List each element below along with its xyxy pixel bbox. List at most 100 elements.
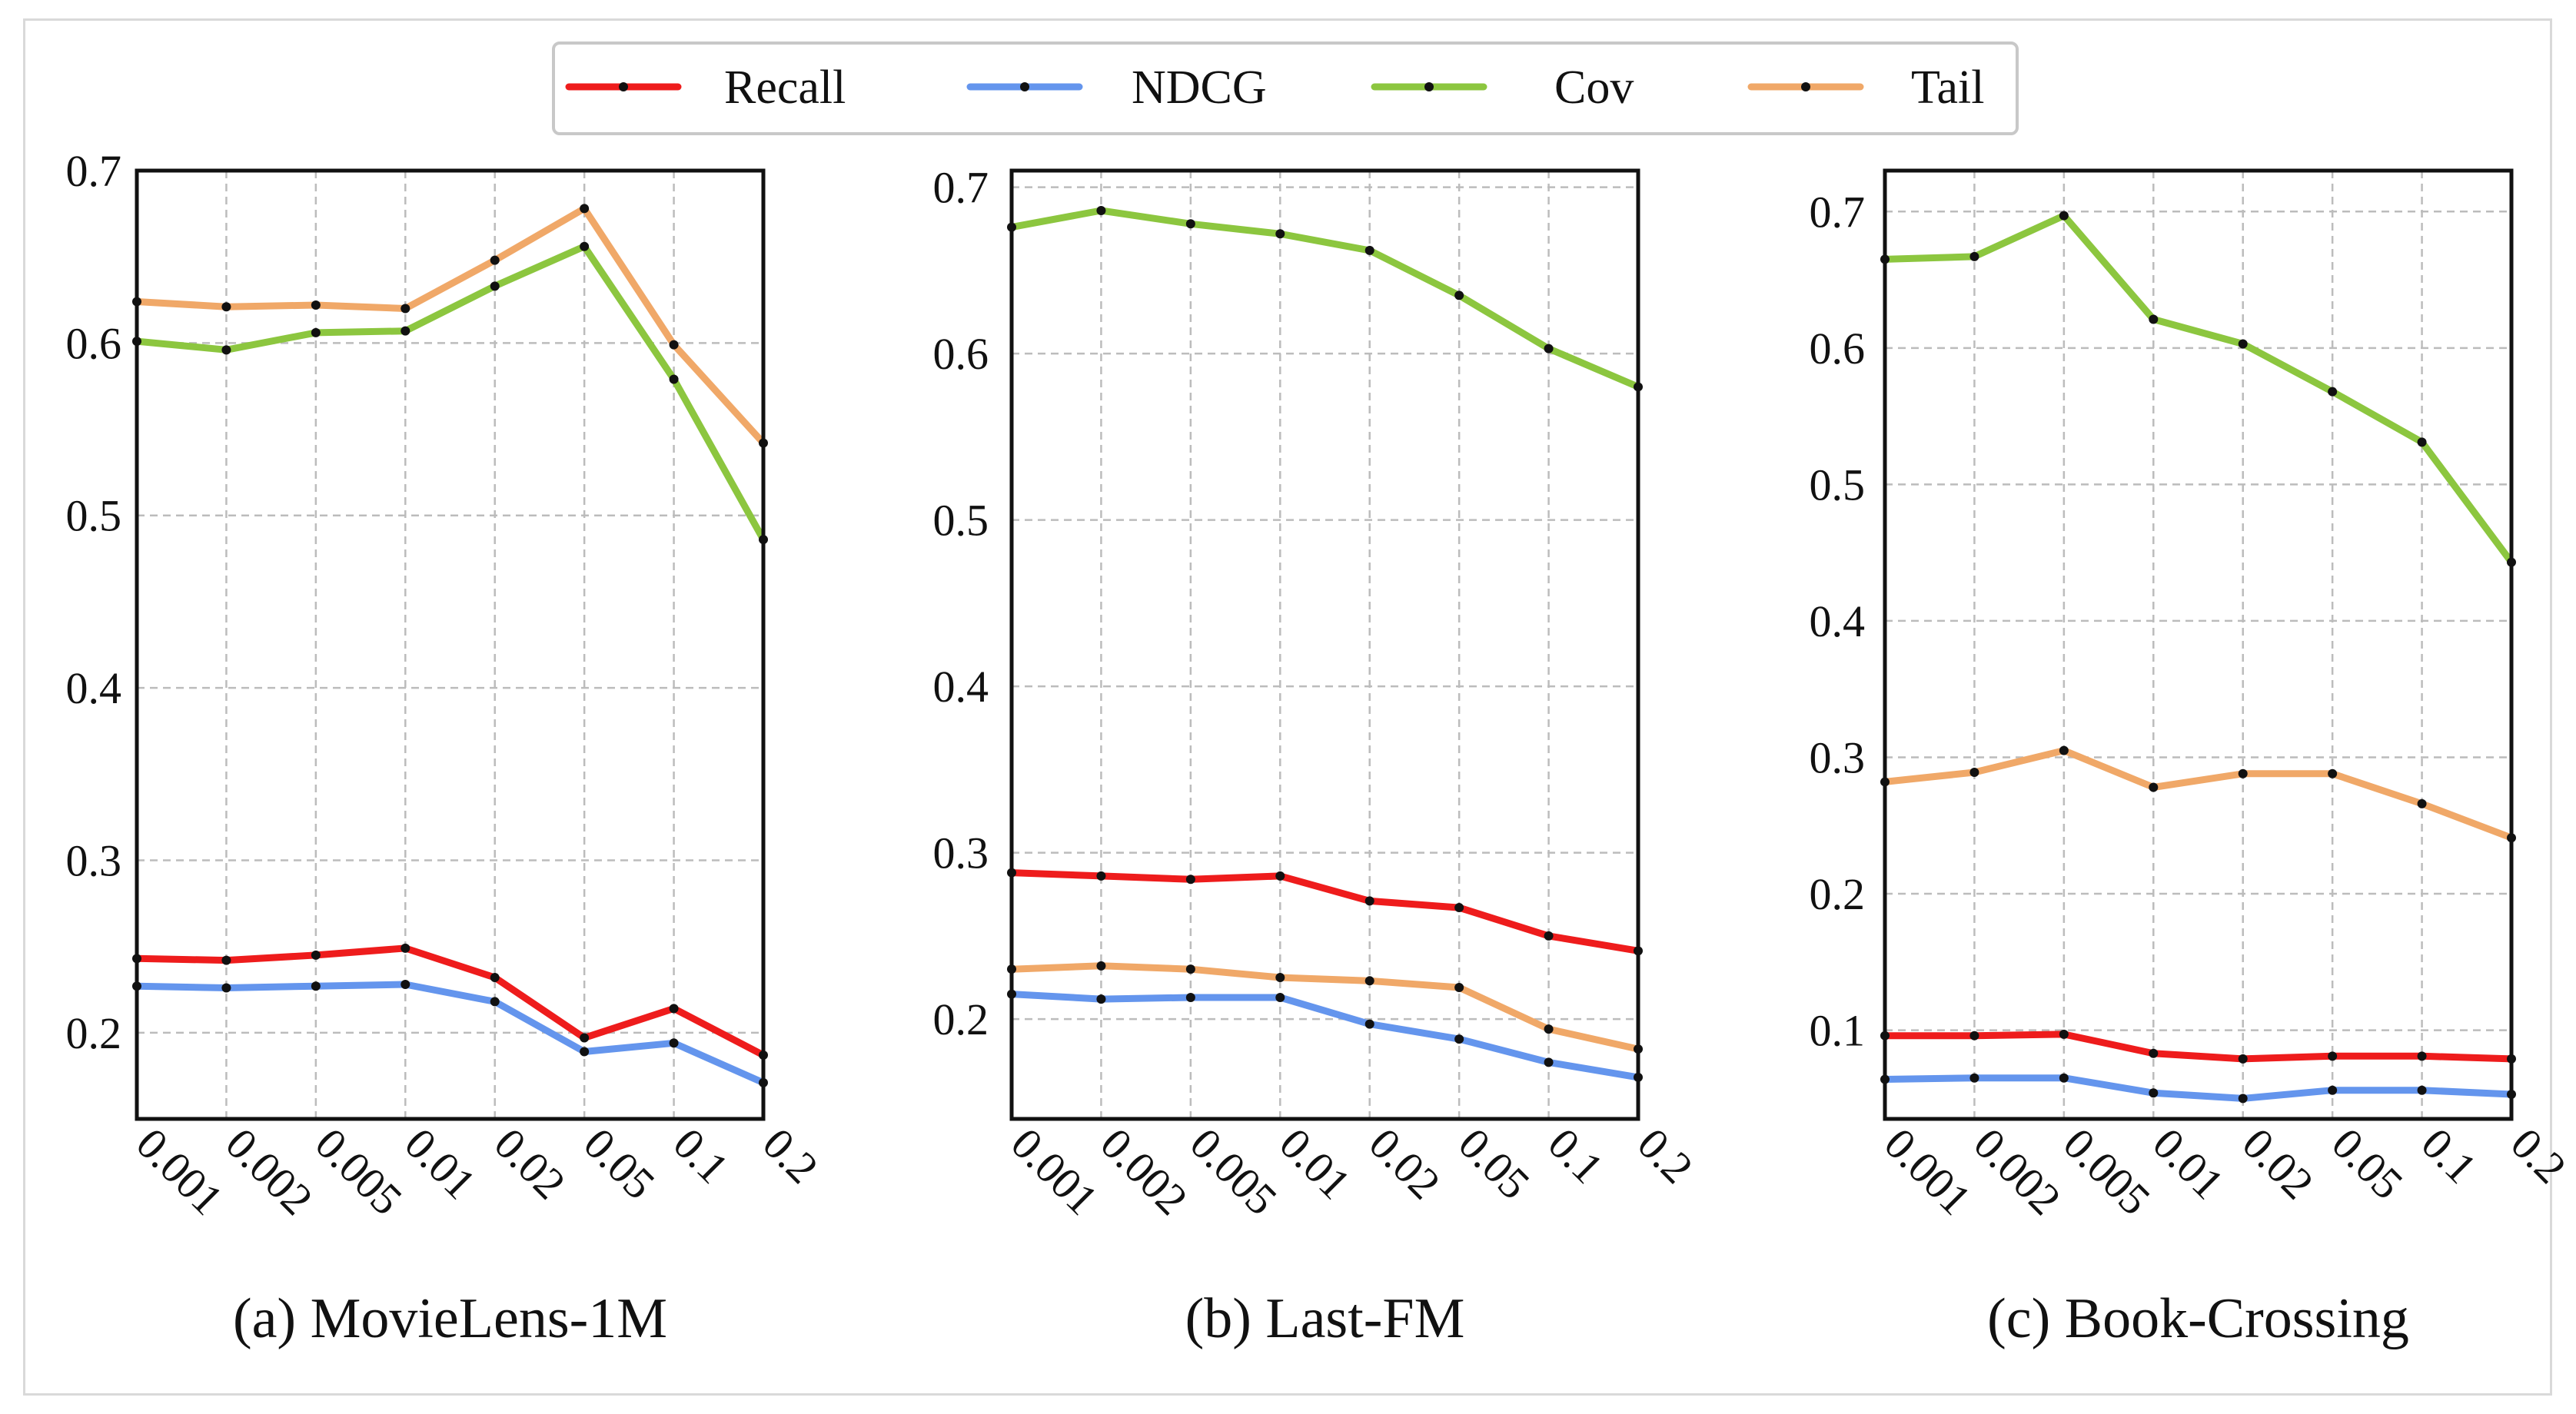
- data-point-ndcg: [2417, 1085, 2427, 1095]
- data-point-tail: [1096, 961, 1106, 971]
- data-point-recall: [1969, 1031, 1979, 1041]
- y-tick-label: 0.7: [66, 146, 122, 196]
- x-tick-label: 0.02: [2233, 1118, 2324, 1209]
- series-line-cov: [133, 243, 767, 543]
- data-point-cov: [580, 241, 590, 251]
- x-tick-label: 0.02: [485, 1118, 576, 1209]
- x-tick-label: 0.2: [753, 1118, 828, 1193]
- panel-lastfm: 0.20.30.40.50.60.70.0010.0020.0050.010.0…: [933, 163, 1703, 1350]
- data-point-cov: [2059, 211, 2069, 221]
- series-line-cov: [1008, 207, 1642, 390]
- data-point-ndcg: [580, 1047, 590, 1057]
- data-point-cov: [1275, 229, 1285, 239]
- data-point-cov: [1969, 251, 1979, 261]
- legend-label-cov: Cov: [1554, 61, 1634, 114]
- legend-marker-tail: [1801, 82, 1810, 91]
- data-point-tail: [1364, 976, 1374, 986]
- y-tick-label: 0.5: [1810, 460, 1866, 510]
- legend-marker-ndcg: [1020, 82, 1029, 91]
- data-point-ndcg: [2238, 1094, 2248, 1104]
- data-point-ndcg: [2059, 1073, 2069, 1083]
- data-point-cov: [2238, 339, 2248, 349]
- x-tick-label: 0.002: [1964, 1118, 2070, 1224]
- y-tick-label: 0.5: [66, 491, 122, 541]
- x-tick-label: 0.002: [1091, 1118, 1197, 1224]
- data-point-cov: [401, 326, 410, 336]
- series-line-tail: [133, 204, 767, 446]
- x-tick-label: 0.001: [127, 1118, 233, 1224]
- data-point-ndcg: [669, 1038, 679, 1048]
- data-point-cov: [1544, 344, 1554, 354]
- legend-marker-recall: [619, 82, 628, 91]
- data-point-cov: [1096, 205, 1106, 215]
- panel-movielens: 0.20.30.40.50.60.70.0010.0020.0050.010.0…: [66, 146, 829, 1350]
- x-tick-label: 0.1: [663, 1118, 738, 1193]
- data-point-tail: [2238, 768, 2248, 778]
- x-tick-label: 0.01: [395, 1118, 486, 1209]
- y-tick-label: 0.7: [933, 163, 989, 213]
- axes-frame: [135, 168, 766, 1121]
- legend: Recall NDCG Cov Tail: [552, 41, 2019, 135]
- legend-label-ndcg: NDCG: [1132, 61, 1267, 114]
- x-tick-label: 0.05: [574, 1118, 665, 1209]
- panel-bookcrossing: 0.10.20.30.40.50.60.70.0010.0020.0050.01…: [1810, 168, 2576, 1350]
- data-point-tail: [1454, 982, 1464, 992]
- data-point-recall: [2059, 1029, 2069, 1039]
- y-tick-label: 0.2: [1810, 869, 1866, 919]
- y-tick-label: 0.6: [1810, 324, 1866, 373]
- x-tick-label: 0.2: [2501, 1118, 2576, 1193]
- x-tick-label: 0.005: [2054, 1118, 2160, 1224]
- data-point-ndcg: [1096, 994, 1106, 1004]
- series-line-recall: [133, 944, 767, 1059]
- data-point-tail: [2417, 798, 2427, 808]
- x-tick-label: 0.005: [1181, 1118, 1287, 1224]
- axes-frame: [1009, 168, 1640, 1121]
- series-line-ndcg: [133, 981, 767, 1087]
- data-point-cov: [2149, 314, 2159, 324]
- data-point-cov: [2328, 387, 2338, 397]
- x-tick-label: 0.02: [1360, 1118, 1451, 1209]
- data-point-ndcg: [1544, 1057, 1554, 1067]
- legend-item-ndcg: NDCG: [966, 61, 1267, 114]
- x-tick-label: 0.001: [1002, 1118, 1108, 1224]
- data-point-recall: [2238, 1054, 2248, 1064]
- legend-item-cov: Cov: [1371, 61, 1634, 114]
- caption-lastfm: (b) Last-FM: [1185, 1287, 1465, 1350]
- data-point-cov: [2417, 437, 2427, 447]
- data-point-tail: [401, 304, 410, 314]
- data-point-tail: [2328, 768, 2338, 778]
- y-tick-label: 0.3: [66, 835, 122, 885]
- y-tick-label: 0.4: [1810, 596, 1866, 646]
- data-point-recall: [490, 973, 500, 983]
- series-line-cov: [1881, 212, 2515, 566]
- series-line-ndcg: [1881, 1074, 2515, 1102]
- series-line-tail: [1881, 747, 2515, 841]
- data-point-tail: [1544, 1024, 1554, 1034]
- x-tick-label: 0.1: [1538, 1118, 1613, 1193]
- x-tick-label: 0.01: [1270, 1118, 1361, 1209]
- data-point-ndcg: [490, 997, 500, 1007]
- data-point-recall: [669, 1004, 679, 1014]
- data-point-ndcg: [1275, 992, 1285, 1002]
- data-point-ndcg: [1969, 1073, 1979, 1083]
- y-tick-label: 0.4: [933, 662, 989, 712]
- y-tick-label: 0.6: [933, 329, 989, 379]
- data-point-tail: [580, 204, 590, 214]
- data-point-cov: [311, 327, 321, 337]
- data-point-cov: [1454, 290, 1464, 300]
- data-point-ndcg: [401, 979, 410, 989]
- data-point-recall: [1454, 903, 1464, 913]
- legend-box: [552, 41, 2019, 135]
- figure-frame: [23, 18, 2552, 1396]
- x-tick-label: 0.1: [2411, 1118, 2486, 1193]
- legend-marker-cov: [1424, 82, 1434, 91]
- data-point-tail: [490, 255, 500, 265]
- y-tick-label: 0.3: [933, 828, 989, 878]
- data-point-ndcg: [221, 983, 231, 993]
- legend-label-recall: Recall: [724, 61, 846, 114]
- data-point-tail: [669, 340, 679, 350]
- data-point-ndcg: [1364, 1019, 1374, 1029]
- data-point-tail: [1969, 768, 1979, 778]
- legend-label-tail: Tail: [1911, 61, 1985, 114]
- legend-item-recall: Recall: [565, 61, 846, 114]
